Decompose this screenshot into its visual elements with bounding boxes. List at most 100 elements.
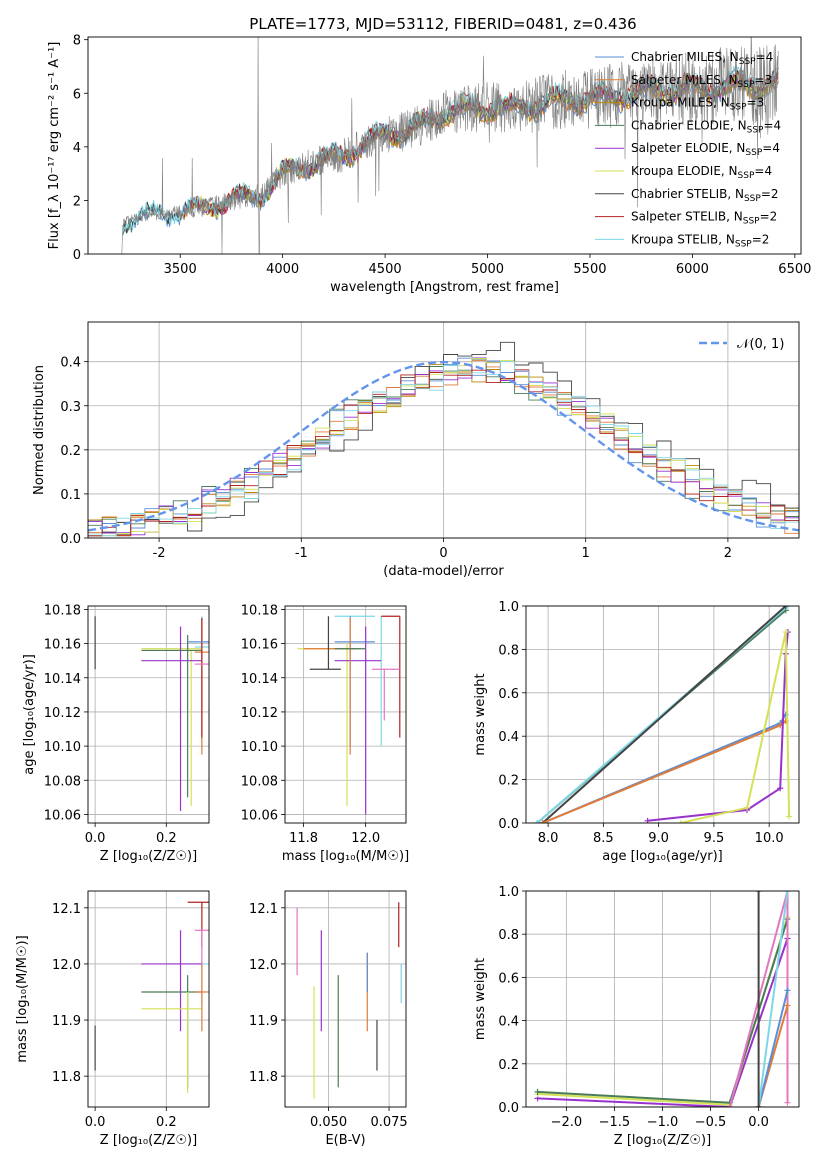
weight-line: [728, 891, 789, 1107]
x-tick-label: 1: [582, 546, 590, 561]
weight-marker: [782, 606, 789, 609]
x-tick-label: 12.0: [351, 831, 380, 846]
x-tick-label: 9.0: [648, 831, 669, 846]
y-tick-label: 2: [73, 194, 81, 209]
gaussian-curve: [88, 360, 799, 532]
y-tick-label: 1.0: [498, 600, 519, 615]
axes-frame: [87, 36, 802, 255]
x-tick-label: 0.2: [156, 1115, 177, 1130]
legend-entry: Salpeter STELIB, NSSP=2: [631, 210, 777, 227]
y-tick-label: 12.0: [249, 958, 278, 973]
y-axis-label: age [log₁₀(age/yr)]: [22, 654, 37, 775]
weight-line: [680, 631, 791, 823]
y-tick-label: 0.4: [498, 1015, 519, 1030]
y-tick-label: 0.0: [498, 1101, 519, 1116]
y-tick-label: 1.0: [498, 885, 519, 900]
y-tick-label: 0.8: [498, 928, 519, 943]
data-spectrum: [121, 37, 779, 254]
weight-marker: [755, 1104, 762, 1107]
x-tick-label: 0.0: [748, 1115, 769, 1130]
weight-marker: [784, 987, 791, 994]
x-axis-label: age [log₁₀(age/yr)]: [602, 849, 723, 864]
y-tick-label: 0.3: [60, 400, 81, 415]
legend-entry: Salpeter ELODIE, NSSP=4: [631, 141, 780, 158]
y-tick-label: 10.18: [44, 603, 81, 618]
x-tick-label: 0.2: [156, 831, 177, 846]
axes-residuals: -2 -1 0 1 2 0.0 0.1 0.2 0.3 0.4 (data-model)/error…: [32, 321, 800, 579]
x-tick-label: 8.0: [538, 831, 559, 846]
y-tick-label: 10.10: [241, 740, 278, 755]
x-tick-label: 0: [439, 546, 447, 561]
y-tick-label: 10.12: [241, 706, 278, 721]
y-tick-label: 10.10: [44, 740, 81, 755]
axes-spectrum: 3500 4000 4500 5000 5500 6000 6500 0 2 4 6 8 wavelen…: [47, 34, 811, 295]
y-tick-label: 0.4: [498, 730, 519, 745]
y-axis-label: mass weight: [473, 958, 488, 1040]
weight-marker: [784, 891, 791, 894]
legend-entry: Chabrier STELIB, NSSP=2: [631, 187, 779, 204]
x-axis-label: wavelength [Angstrom, rest frame]: [330, 280, 559, 295]
legend-entry: Salpeter MILES, NSSP=3: [631, 73, 772, 90]
axes-frame: [525, 605, 800, 824]
weight-marker: [784, 1099, 791, 1106]
weight-line: [537, 938, 789, 1107]
x-tick-label: 0.075: [370, 1115, 407, 1130]
x-tick-label: -2: [153, 546, 166, 561]
x-tick-label: −1.5: [599, 1115, 631, 1130]
x-tick-label: 6500: [778, 262, 811, 277]
axes-frame: [87, 605, 210, 824]
y-tick-label: 10.14: [44, 672, 81, 687]
axes-frame: [284, 890, 407, 1108]
axes-age-weight: 8.0 8.5 9.0 9.5 10.0 0.0 0.2 0.4 0.6 0.8 1.0 age [l…: [473, 600, 800, 864]
x-tick-label: 2: [724, 546, 732, 561]
axes-Z-mass: 0.0 0.2 11.8 11.9 12.0 12.1 Z [log₁₀(Z/Z☉)] mas…: [15, 890, 210, 1148]
x-tick-label: 10.0: [755, 831, 784, 846]
weight-marker: [777, 785, 784, 792]
y-tick-label: 10.08: [241, 774, 278, 789]
weight-marker: [784, 606, 791, 609]
axes-frame: [87, 321, 800, 539]
weight-marker: [534, 820, 541, 823]
y-axis-label: Flux [f_λ 10⁻¹⁷ erg cm⁻² s⁻¹ A⁻¹]: [47, 42, 62, 250]
x-tick-label: 4000: [266, 262, 299, 277]
x-axis-label: Z [log₁₀(Z/Z☉)]: [100, 1133, 197, 1148]
y-tick-label: 0.2: [498, 1058, 519, 1073]
x-tick-label: 0.0: [85, 831, 106, 846]
legend-entry: Chabrier ELODIE, NSSP=4: [631, 118, 781, 135]
weight-line: [541, 606, 787, 823]
x-tick-label: 4500: [369, 262, 402, 277]
y-axis-label: Normed distribution: [32, 365, 47, 495]
y-tick-label: 0.4: [60, 356, 81, 371]
legend: Chabrier MILES, NSSP=4 Salpeter MILES, NS…: [595, 50, 781, 249]
x-tick-label: 0.050: [310, 1115, 347, 1130]
y-tick-label: 11.8: [52, 1070, 81, 1085]
y-tick-label: 10.18: [241, 603, 278, 618]
x-axis-label: Z [log₁₀(Z/Z☉)]: [100, 849, 197, 864]
y-tick-label: 0.0: [498, 817, 519, 832]
x-tick-label: 9.5: [704, 831, 725, 846]
y-tick-label: 0.1: [60, 488, 81, 503]
y-tick-label: 12.0: [52, 958, 81, 973]
histogram-line: [88, 361, 799, 537]
plot-layer: 3500 4000 4500 5000 5500 6000 6500 0 2 4 6 8 wavelen…: [15, 34, 811, 1148]
legend-entry: Kroupa MILES, NSSP=3: [631, 96, 764, 113]
y-tick-label: 8: [73, 34, 81, 49]
x-axis-label: mass [log₁₀(M/M☉)]: [282, 849, 409, 864]
weight-line: [757, 891, 789, 1107]
y-tick-label: 10.16: [44, 638, 81, 653]
y-tick-label: 10.16: [241, 638, 278, 653]
axes-Z-age: 0.0 0.2 10.06 10.08 10.10 10.12 10.14 10.16 10.1…: [22, 603, 210, 864]
y-tick-label: 0.0: [60, 532, 81, 547]
x-tick-label: −1.0: [647, 1115, 679, 1130]
weight-marker: [786, 813, 793, 820]
axes-frame: [525, 890, 800, 1108]
legend-entry: Chabrier MILES, NSSP=4: [631, 50, 773, 67]
x-tick-label: 5500: [573, 262, 606, 277]
x-tick-label: −0.5: [695, 1115, 727, 1130]
y-tick-label: 0.8: [498, 643, 519, 658]
legend: 𝒩(0, 1): [699, 337, 784, 352]
x-axis-label: (data-model)/error: [383, 564, 504, 579]
x-tick-label: 8.5: [593, 831, 614, 846]
weight-line: [647, 631, 789, 822]
